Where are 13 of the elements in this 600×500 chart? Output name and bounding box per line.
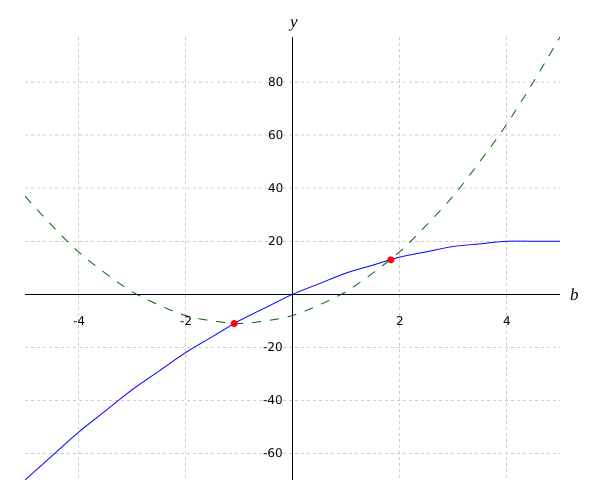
y-axis-title: y	[288, 12, 298, 31]
y-tick-label: 80	[268, 75, 284, 89]
y-tick-label: -60	[263, 446, 283, 460]
y-tick-label: -20	[263, 340, 283, 354]
x-tick-label: -4	[73, 314, 85, 328]
y-tick-label: 20	[268, 234, 284, 248]
x-tick-label: 4	[503, 314, 511, 328]
x-axis-title: b	[570, 285, 578, 304]
y-tick-label: 60	[268, 128, 284, 142]
y-tick-label: 40	[268, 181, 284, 195]
y-tick-label: -40	[263, 393, 283, 407]
x-tick-label: 2	[396, 314, 404, 328]
x-tick-label: -2	[180, 314, 192, 328]
